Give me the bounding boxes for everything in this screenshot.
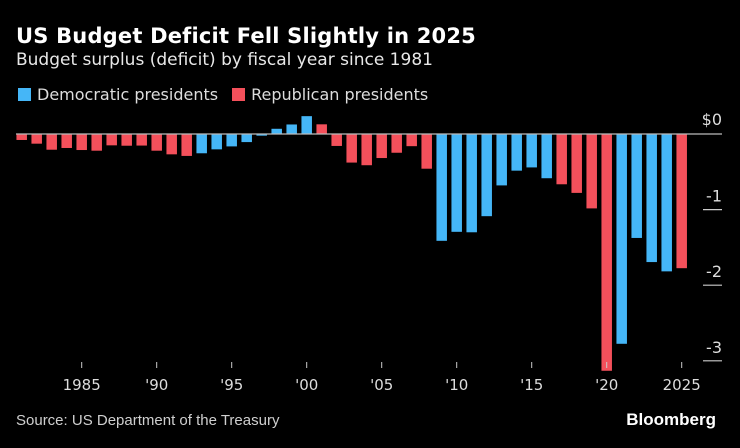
bar-2000: [301, 116, 312, 134]
bar-2023: [646, 134, 657, 263]
bar-2015: [526, 134, 537, 168]
bar-2006: [391, 134, 402, 153]
x-tick-label: '10: [445, 376, 468, 394]
bar-1983: [46, 134, 57, 150]
bar-2019: [586, 134, 597, 209]
bar-2004: [361, 134, 372, 166]
legend-label-democratic: Democratic presidents: [37, 85, 219, 104]
bar-2017: [556, 134, 567, 185]
bar-2007: [406, 134, 417, 147]
y-tick-label: -3: [706, 338, 722, 357]
x-tick-label: '00: [295, 376, 318, 394]
bar-1990: [151, 134, 162, 151]
bar-1999: [286, 124, 297, 134]
legend-swatch-republican: [232, 88, 246, 101]
bar-1988: [121, 134, 132, 146]
bar-1985: [76, 134, 87, 151]
legend-swatch-democratic: [18, 88, 31, 101]
bar-2014: [511, 134, 522, 171]
legend-item-democratic: Democratic presidents: [18, 85, 218, 104]
legend-item-republican: Republican presidents: [232, 85, 428, 104]
chart-title: US Budget Deficit Fell Slightly in 2025: [16, 24, 476, 48]
x-tick-label: '95: [220, 376, 243, 394]
x-tick-label: 1985: [63, 376, 101, 394]
bar-2018: [571, 134, 582, 193]
bar-2013: [496, 134, 507, 186]
bar-1998: [271, 128, 282, 134]
x-tick-label: '90: [145, 376, 168, 394]
x-tick-label: '05: [370, 376, 393, 394]
bar-2024: [661, 134, 672, 272]
bar-2010: [451, 134, 462, 232]
bar-1996: [241, 134, 252, 143]
x-tick-label: '15: [520, 376, 543, 394]
bar-1991: [166, 134, 177, 155]
bar-2008: [421, 134, 432, 169]
x-tick-label: 2025: [663, 376, 701, 394]
bar-1997: [256, 134, 267, 136]
legend: Democratic presidents Republican preside…: [18, 85, 428, 104]
bar-2016: [541, 134, 552, 179]
bar-2020: [601, 134, 612, 371]
bar-2022: [631, 134, 642, 238]
y-tick-label: -1: [706, 187, 722, 206]
x-tick-label: '20: [595, 376, 618, 394]
bar-2005: [376, 134, 387, 159]
bar-2012: [481, 134, 492, 217]
bar-1987: [106, 134, 117, 146]
bar-1989: [136, 134, 147, 146]
chart-subtitle: Budget surplus (deficit) by fiscal year …: [16, 50, 433, 70]
bar-2009: [436, 134, 447, 241]
y-tick-label: $0: [702, 110, 722, 129]
bar-2011: [466, 134, 477, 233]
bar-2021: [616, 134, 627, 344]
bar-2025: [676, 134, 687, 269]
legend-label-republican: Republican presidents: [251, 85, 429, 104]
source-note: Source: US Department of the Treasury: [16, 412, 280, 429]
bloomberg-logo: Bloomberg: [626, 410, 716, 429]
bar-1992: [181, 134, 192, 156]
bar-1984: [61, 134, 72, 148]
bar-1982: [31, 134, 42, 144]
y-tick-label: -2: [706, 262, 722, 281]
bar-1995: [226, 134, 237, 147]
bar-1986: [91, 134, 102, 151]
bar-2003: [346, 134, 357, 163]
bar-1981: [16, 134, 27, 140]
bar-2001: [316, 124, 327, 134]
bar-2002: [331, 134, 342, 146]
bar-1993: [196, 134, 207, 154]
bar-1994: [211, 134, 222, 150]
